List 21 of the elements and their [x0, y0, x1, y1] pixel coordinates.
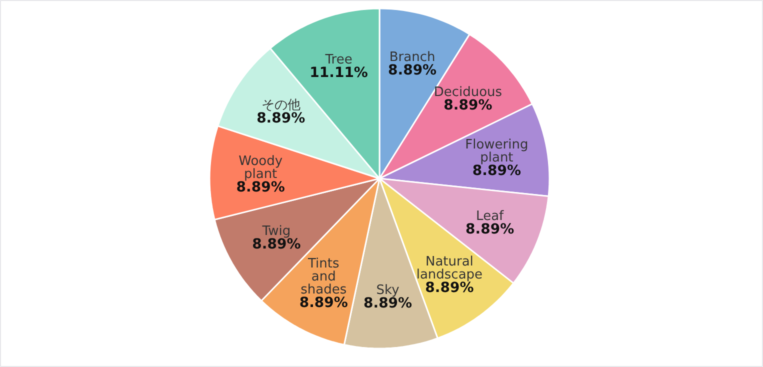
data-label: 8.89%: [425, 280, 474, 296]
data-label: 8.89%: [236, 179, 285, 196]
data-label: 8.89%: [256, 110, 306, 126]
slice-label: Tree: [324, 52, 352, 68]
slice-label: Tints and shades: [300, 256, 347, 298]
data-label: 11.11%: [310, 65, 368, 82]
slice-label: Deciduous: [434, 84, 502, 100]
slice-label: Branch: [389, 50, 436, 66]
slice-label: Flowering plant: [465, 137, 528, 166]
data-label: 8.89%: [388, 62, 437, 79]
slice-label: その他: [261, 98, 300, 113]
slice-label: Leaf: [476, 209, 504, 224]
data-label: 8.89%: [299, 295, 348, 312]
slice-label: Natural landscape: [416, 254, 483, 282]
data-label: 8.89%: [364, 296, 412, 312]
data-label: 8.89%: [466, 222, 514, 238]
slice-label: Sky: [376, 283, 400, 298]
data-label: 8.89%: [472, 162, 521, 179]
slice-label: Twig: [261, 224, 291, 239]
data-label: 8.89%: [444, 97, 492, 114]
slice-label: Woody plant: [238, 154, 283, 182]
